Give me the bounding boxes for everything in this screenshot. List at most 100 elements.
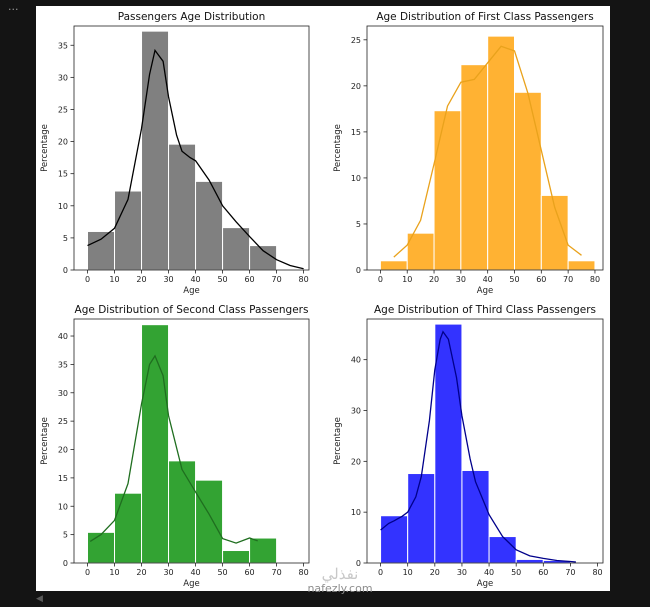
y-axis-label: Percentage	[40, 124, 50, 172]
x-tick-label: 20	[136, 568, 146, 577]
histogram-bar	[514, 91, 542, 271]
histogram-bar	[195, 479, 224, 564]
y-tick-label: 30	[58, 389, 68, 398]
y-tick-label: 5	[356, 220, 361, 229]
scroll-left-icon[interactable]: ◀	[36, 594, 43, 604]
histogram-bar	[487, 35, 516, 271]
x-tick-label: 0	[85, 568, 90, 577]
x-tick-label: 30	[163, 568, 173, 577]
histogram-bar	[168, 460, 197, 564]
y-tick-label: 20	[58, 446, 68, 455]
y-tick-label: 15	[351, 128, 361, 137]
x-tick-label: 50	[217, 568, 227, 577]
y-tick-label: 0	[63, 266, 68, 275]
figure-canvas: 0 10 20 30 40 50 60 70 80 0 5 10 15 20 25 30 35 Passenger…	[36, 6, 610, 591]
histogram-bar	[114, 190, 143, 271]
histogram-bar	[222, 227, 251, 271]
histogram-bar	[168, 143, 197, 271]
x-tick-label: 30	[456, 275, 466, 284]
y-tick-label: 0	[356, 266, 361, 275]
y-tick-label: 10	[58, 202, 68, 211]
y-tick-label: 30	[58, 73, 68, 82]
histogram-bar	[379, 260, 408, 271]
x-tick-label: 0	[378, 568, 383, 577]
x-tick-label: 10	[109, 275, 119, 284]
x-tick-label: 80	[299, 275, 309, 284]
chart-title: Age Distribution of Second Class Passeng…	[75, 304, 309, 316]
histogram-bar	[87, 230, 116, 271]
y-tick-label: 10	[351, 174, 361, 183]
y-tick-label: 5	[63, 531, 68, 540]
histogram-bar	[141, 324, 170, 564]
y-tick-label: 10	[58, 502, 68, 511]
histogram-bar	[87, 531, 116, 564]
x-axis-label: Age	[477, 286, 493, 296]
x-tick-label: 10	[402, 275, 412, 284]
histogram-bar	[249, 245, 278, 271]
watermark-text: nafezly.com	[307, 582, 373, 595]
y-tick-label: 20	[58, 138, 68, 147]
histogram-bar	[488, 536, 517, 564]
x-tick-label: 20	[429, 275, 439, 284]
histogram-bar	[460, 64, 489, 271]
y-axis-label: Percentage	[40, 417, 50, 465]
x-tick-label: 20	[430, 568, 440, 577]
histogram-bar	[567, 260, 596, 271]
axes-frame	[366, 318, 604, 564]
x-tick-label: 40	[483, 275, 493, 284]
x-tick-label: 20	[136, 275, 146, 284]
histogram-bar	[249, 537, 278, 564]
kde-line	[380, 330, 576, 563]
y-tick-label: 5	[63, 234, 68, 243]
y-tick-label: 35	[58, 41, 68, 50]
y-tick-label: 25	[58, 417, 68, 426]
histogram-bar	[407, 473, 436, 564]
x-axis-label: Age	[477, 579, 493, 589]
y-tick-label: 25	[58, 105, 68, 114]
x-tick-label: 40	[190, 275, 200, 284]
axes-frame	[73, 318, 310, 564]
y-tick-label: 15	[58, 474, 68, 483]
x-axis-label: Age	[183, 579, 199, 589]
histogram-bar	[406, 232, 435, 271]
x-tick-label: 30	[163, 275, 173, 284]
cell-prompt: ...	[8, 0, 19, 13]
x-tick-label: 70	[271, 275, 281, 284]
x-tick-label: 10	[109, 568, 119, 577]
histogram-bar	[195, 180, 224, 271]
watermark: نفذلي nafezly.com	[280, 565, 400, 596]
x-tick-label: 50	[509, 275, 519, 284]
y-tick-label: 30	[351, 407, 361, 416]
chart-title: Passengers Age Distribution	[118, 11, 266, 23]
figure-svg: 0 10 20 30 40 50 60 70 8005101520253035Passenger…	[40, 11, 604, 589]
histogram-bar	[434, 323, 463, 564]
x-tick-label: 10	[403, 568, 413, 577]
kde-line	[89, 354, 258, 544]
chart-2: 0 10 20 30 40 50 60 70 80 0 5 10 15 20 25 Age Distribut…	[333, 11, 604, 296]
x-tick-label: 60	[538, 568, 548, 577]
x-tick-label: 0	[85, 275, 90, 284]
watermark-logo: نفذلي	[321, 565, 359, 583]
histogram-bar	[222, 550, 251, 564]
histogram-bar	[380, 515, 409, 564]
x-tick-label: 60	[536, 275, 546, 284]
x-tick-label: 40	[190, 568, 200, 577]
y-tick-label: 0	[63, 559, 68, 568]
x-tick-label: 80	[299, 568, 309, 577]
y-tick-label: 25	[351, 36, 361, 45]
y-tick-label: 40	[58, 332, 68, 341]
chart-title: Age Distribution of First Class Passenge…	[376, 11, 593, 23]
x-tick-label: 60	[244, 568, 254, 577]
y-tick-label: 35	[58, 360, 68, 369]
x-tick-label: 60	[244, 275, 254, 284]
axes-frame	[73, 25, 310, 271]
kde-line	[87, 48, 304, 270]
x-tick-label: 70	[271, 568, 281, 577]
x-tick-label: 30	[457, 568, 467, 577]
y-tick-label: 0	[356, 559, 361, 568]
x-axis-label: Age	[183, 286, 199, 296]
histogram-bar	[114, 492, 143, 564]
y-tick-label: 40	[351, 356, 361, 365]
y-tick-label: 20	[351, 457, 361, 466]
x-tick-label: 0	[378, 275, 383, 284]
